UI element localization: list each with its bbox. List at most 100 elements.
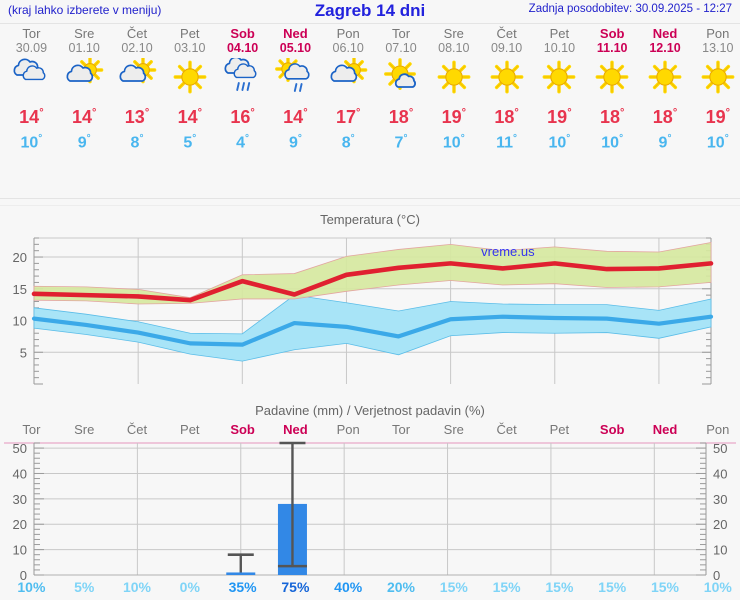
svg-text:40: 40 [713,466,727,481]
temp-max: 14° [19,107,44,127]
svg-text:20: 20 [13,517,27,532]
temp-max: 14° [71,107,97,127]
day-date: 05.10 [279,41,312,55]
precip-probability: 15% [492,579,521,595]
temp-min: 5° [183,133,197,152]
section-divider-2 [0,205,740,206]
precip-probability: 15% [598,579,627,595]
temp-min: 10° [706,133,729,152]
day-column[interactable]: Čet 09.10 18° 11° [481,26,533,153]
temp-min: 10° [442,133,465,152]
day-date: 01.10 [68,41,100,55]
precip-probability: 35% [228,579,257,595]
precip-day-label: Pet [549,422,570,437]
cloudy-icon [5,58,57,98]
day-of-week: Sre [74,26,95,41]
day-date: 02.10 [121,41,153,55]
svg-text:vreme.us: vreme.us [481,244,535,259]
day-column[interactable]: Pet 03.10 14° 5° [164,26,216,153]
svg-text:40: 40 [13,466,27,481]
day-of-week: Tor [391,26,411,41]
day-column[interactable]: Pon 13.10 19° 10° [692,26,740,153]
svg-text:50: 50 [13,441,27,456]
day-column[interactable]: Tor 30.09 14° 10° [5,26,57,153]
day-column[interactable]: Sre 08.10 19° 10° [428,26,480,153]
day-column[interactable]: Ned 05.10 14° 9° [269,26,321,153]
svg-text:30: 30 [13,492,27,507]
temp-max: 18° [599,107,625,127]
svg-text:15: 15 [13,282,27,297]
day-of-week: Ned [652,26,678,41]
temp-max: 13° [124,107,150,127]
temp-max: 18° [494,107,519,127]
partly-sunny-icon [322,58,374,98]
daily-forecast-strip: Tor 30.09 14° 10° Sre 01.10 14° 9° Čet 02.10 13° 8°… [0,26,740,186]
sunny-icon [639,58,691,98]
precipitation-chart-title: Padavine (mm) / Verjetnost padavin (%) [255,403,485,418]
day-date: 13.10 [702,41,734,55]
day-column[interactable]: Tor 07.10 18° 7° [375,26,427,153]
precip-probability: 0% [179,579,200,595]
location-hint: (kraj lahko izberete v meniju) [8,3,162,17]
day-of-week: Tor [22,26,41,41]
precip-day-label: Pon [336,422,360,437]
day-date: 08.10 [438,41,470,55]
day-date: 06.10 [332,41,364,55]
sunny-icon [164,58,216,98]
precip-day-label: Čet [126,422,148,437]
day-date: 04.10 [226,41,259,55]
temp-max: 16° [230,107,255,127]
svg-text:20: 20 [713,517,727,532]
precip-probability: 15% [439,579,468,595]
temp-min: 10° [601,133,624,152]
day-column[interactable]: Čet 02.10 13° 8° [111,26,163,153]
precip-day-label: Sre [74,422,95,437]
day-of-week: Sre [443,26,464,41]
day-column[interactable]: Sob 11.10 18° 10° [586,26,638,153]
temp-max: 18° [652,107,678,127]
precip-day-label: Pet [180,422,200,437]
svg-text:10: 10 [13,314,27,329]
temp-min: 10° [20,133,43,152]
precip-day-label: Ned [283,422,308,437]
day-date: 10.10 [543,41,576,55]
day-of-week: Pet [180,26,200,41]
sunny-icon [692,58,740,98]
precip-probability: 15% [650,579,680,595]
svg-text:0: 0 [20,568,27,583]
day-of-week: Sob [599,26,625,41]
temp-min: 10° [548,133,571,152]
page-header: (kraj lahko izberete v meniju) Zagreb 14… [0,0,740,22]
sun-small-cloud-icon [375,58,427,98]
temp-min: 9° [288,133,302,152]
day-column[interactable]: Pon 06.10 17° 8° [322,26,374,153]
temp-max: 19° [705,107,731,127]
day-column[interactable]: Ned 12.10 18° 9° [639,26,691,153]
partly-sunny-icon [111,58,163,98]
temp-max: 17° [335,107,361,127]
page-title: Zagreb 14 dni [314,1,426,20]
day-of-week: Ned [283,26,308,41]
day-date: 07.10 [385,41,417,55]
day-date: 11.10 [596,41,628,55]
temp-min: 8° [130,133,144,152]
temp-min: 8° [341,133,355,152]
temperature-chart-title: Temperatura (°C) [320,212,420,227]
day-of-week: Čet [126,26,148,41]
sunny-icon [428,58,480,98]
precip-day-label: Ned [652,422,678,437]
svg-text:20: 20 [13,250,27,265]
svg-text:50: 50 [713,441,727,456]
day-column[interactable]: Pet 10.10 19° 10° [533,26,585,153]
precip-probability: 20% [386,579,416,595]
svg-text:5: 5 [20,345,27,360]
temperature-plot: 5 10 15 20 vreme.us [13,237,714,385]
day-column[interactable]: Sob 04.10 16° 4° [217,26,269,153]
day-column[interactable]: Sre 01.10 14° 9° [58,26,110,153]
temp-max: 14° [283,107,308,127]
svg-text:10: 10 [13,543,27,558]
precip-day-label: Tor [391,422,411,437]
day-of-week: Čet [496,26,517,41]
day-date: 03.10 [174,41,206,55]
precipitation-plot: 0 0 10 10 20 20 30 30 40 40 50 50 [4,441,736,583]
